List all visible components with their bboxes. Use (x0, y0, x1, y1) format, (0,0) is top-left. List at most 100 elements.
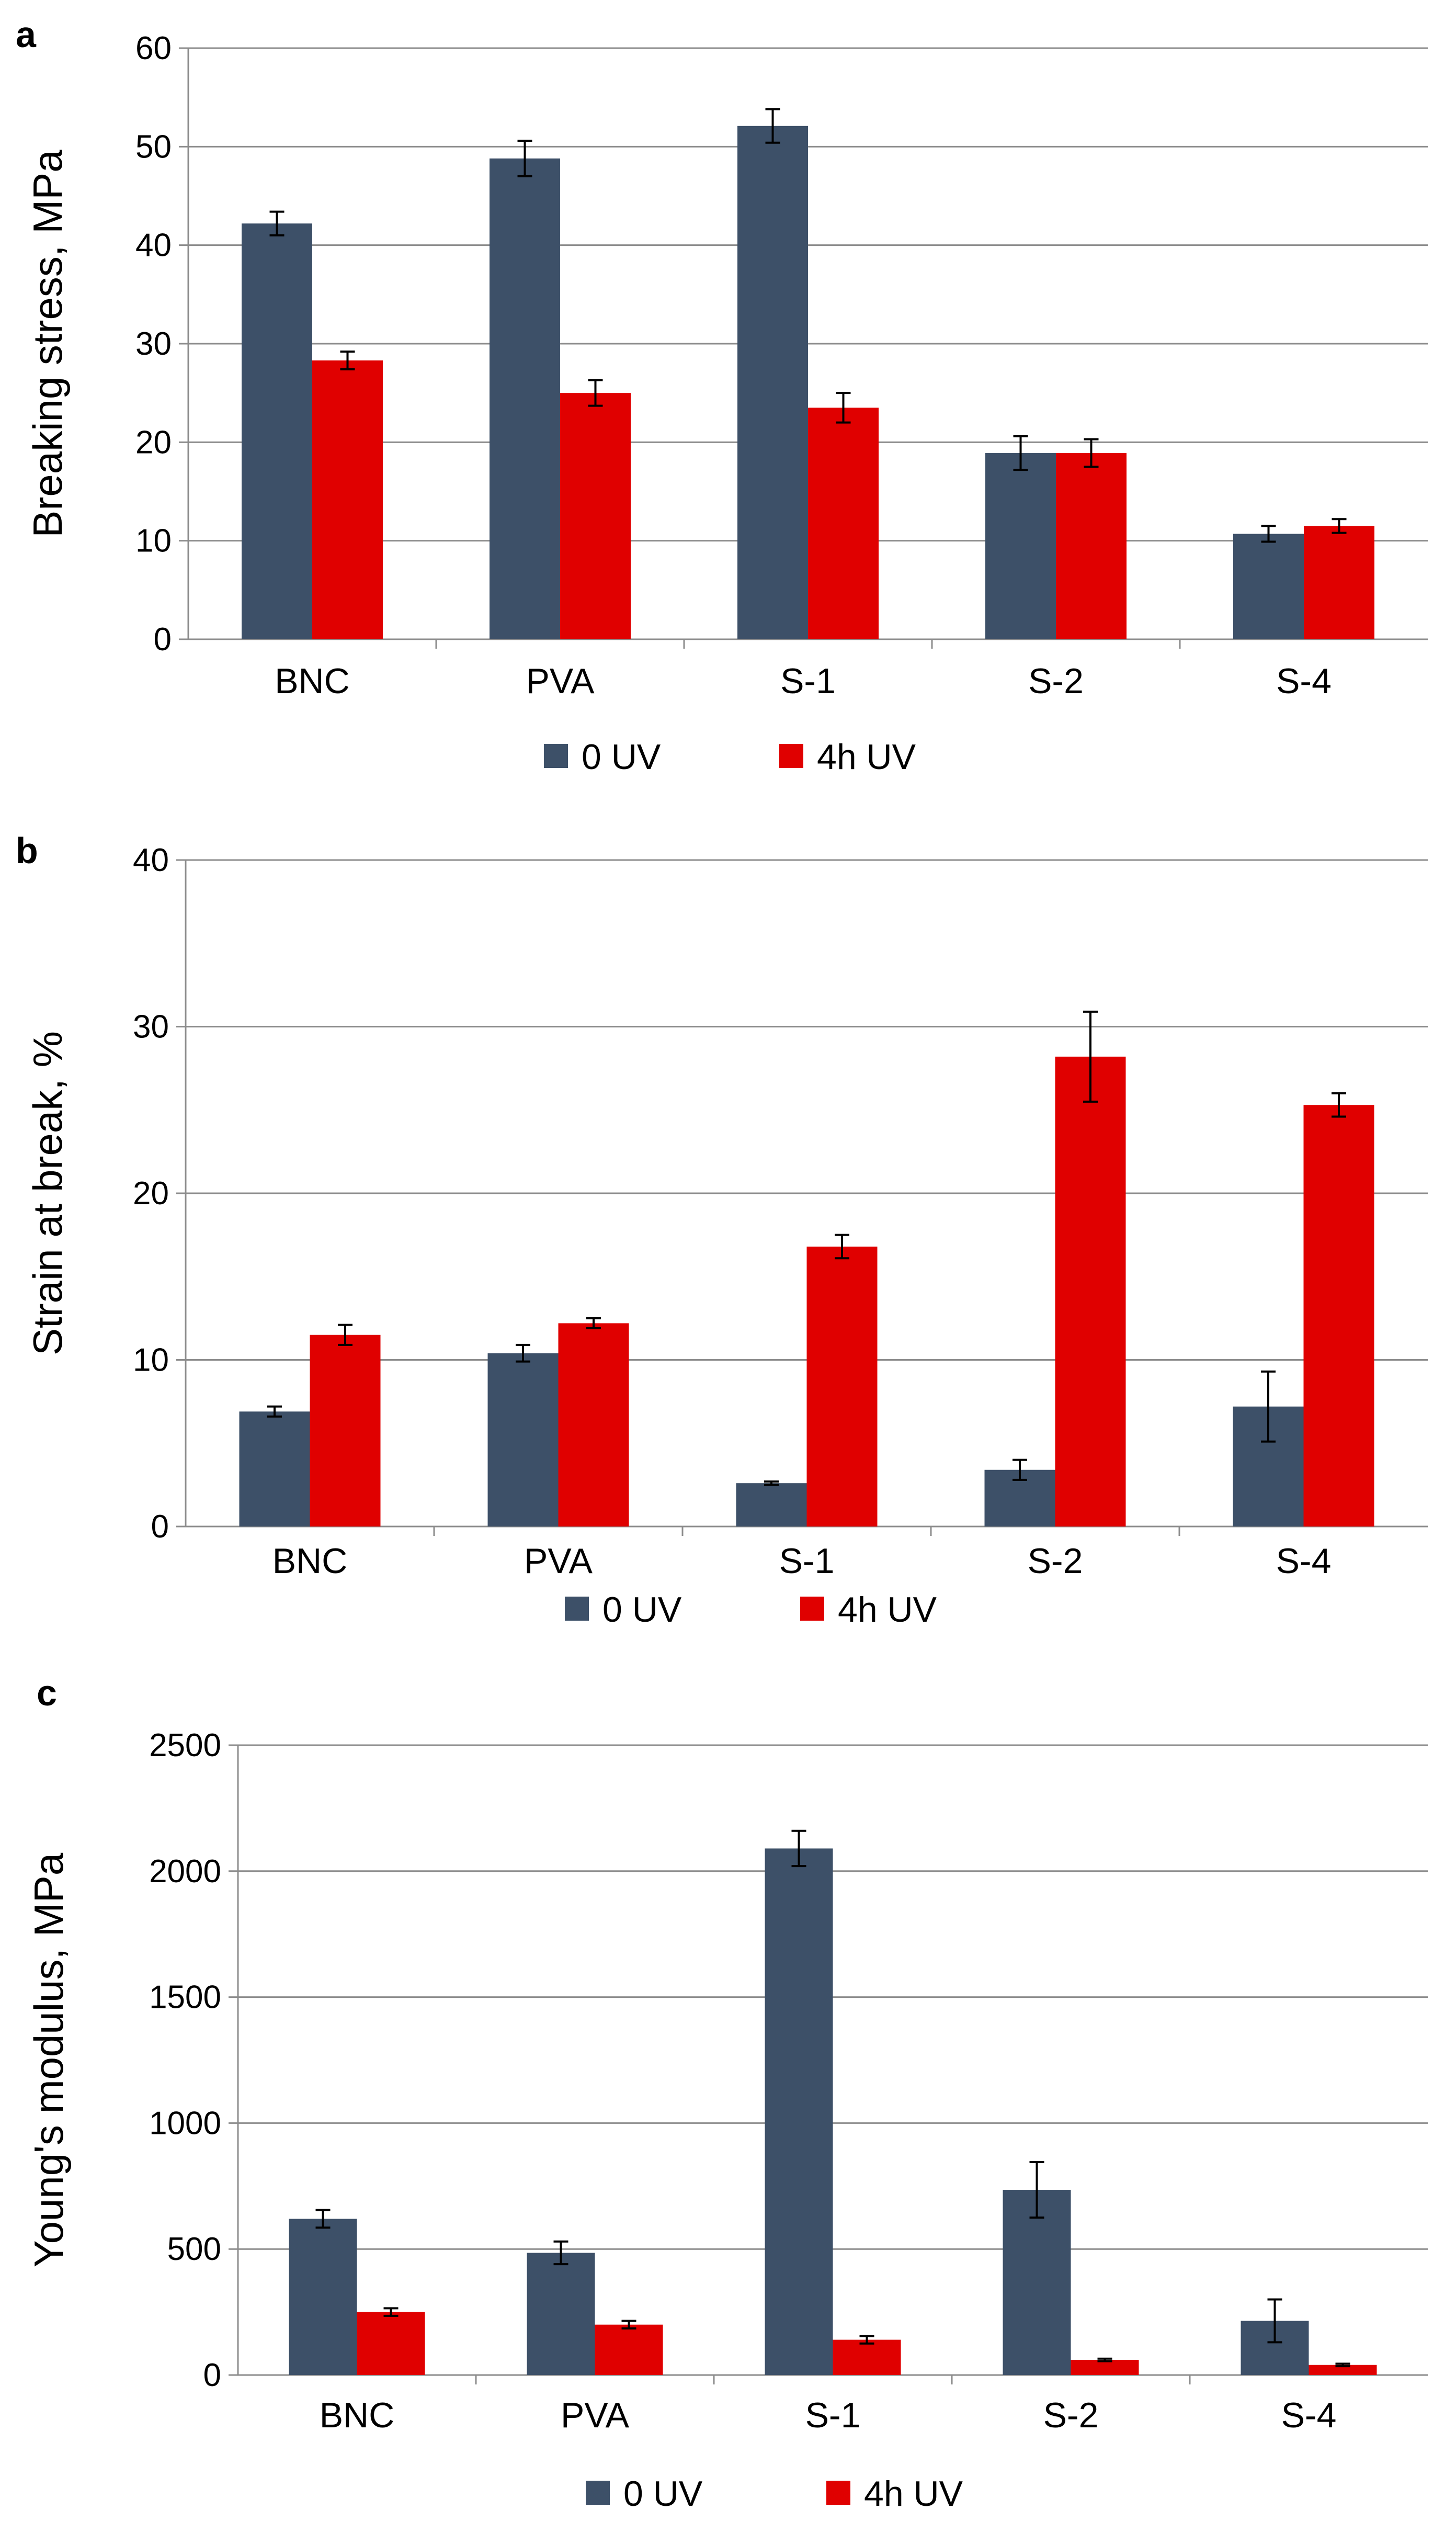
legend-swatch (565, 1597, 589, 1621)
y-tick-label: 60 (135, 30, 172, 66)
y-tick-label: 10 (133, 1342, 169, 1378)
error-bar (1029, 2161, 1044, 2219)
error-bar (1083, 1010, 1098, 1103)
bar-uv0-bnc (289, 2219, 357, 2375)
chart-panel-a: a 0 10 20 30 40 50 60 Breaking stress, MPa BNC PVA… (0, 0, 1456, 816)
error-bar (383, 2307, 399, 2317)
legend-label: 0 UV (582, 737, 661, 777)
x-category-label: S-4 (1276, 661, 1332, 701)
y-tick-label: 20 (135, 424, 172, 460)
y-tick-label: 40 (133, 842, 169, 878)
error-bar (621, 2320, 636, 2330)
bar-uv0-s-1 (765, 1848, 833, 2375)
x-category-label: PVA (561, 2395, 630, 2435)
legend-item-uv4: 4h UV (800, 1590, 937, 1630)
legend-item-uv0: 0 UV (544, 737, 661, 777)
bar-uv4-pva (560, 393, 631, 639)
legend-item-uv4: 4h UV (826, 2474, 963, 2514)
panel-label: a (16, 14, 37, 55)
legend-swatch (779, 744, 803, 768)
legend-item-uv4: 4h UV (779, 737, 916, 777)
chart-panel-b: b 0 10 20 30 40 Strain at break, % BNC PVA S-1 S-2… (0, 816, 1456, 1658)
bar-uv4-pva (595, 2324, 663, 2375)
error-bar (586, 1317, 601, 1329)
legend-label: 4h UV (817, 737, 916, 777)
error-bar (1267, 2298, 1282, 2344)
x-category-label: BNC (272, 1541, 348, 1581)
error-bar (1335, 2362, 1350, 2368)
bar-uv0-s-4 (1233, 534, 1304, 639)
x-category-label: S-1 (805, 2395, 861, 2435)
breaking-stress-chart: a 0 10 20 30 40 50 60 Breaking stress, MPa BNC PVA… (16, 14, 1428, 777)
y-tick-label: 2000 (149, 1853, 221, 1890)
error-bar (1332, 518, 1347, 534)
error-bar (1261, 1370, 1276, 1443)
x-category-label: PVA (524, 1541, 593, 1581)
y-tick-label: 1500 (149, 1980, 221, 2016)
bar-uv0-s-2 (1003, 2190, 1071, 2375)
strain-at-break-chart: b 0 10 20 30 40 Strain at break, % BNC PVA S-1 S-2… (16, 830, 1428, 1630)
error-bar (1097, 2357, 1112, 2362)
y-tick-label: 20 (133, 1175, 169, 1212)
panel-label: b (16, 830, 38, 871)
bar-uv4-s-4 (1304, 526, 1374, 639)
bar-uv0-s-2 (985, 453, 1056, 639)
x-category-label: S-1 (779, 1541, 835, 1581)
error-bar (269, 210, 285, 236)
error-bar (1332, 1092, 1346, 1118)
error-bar (1013, 1458, 1027, 1481)
bar-uv0-s-1 (736, 1483, 807, 1527)
bar-uv4-s-1 (808, 408, 879, 639)
x-category-label: S-4 (1276, 1541, 1332, 1581)
legend-label: 0 UV (623, 2474, 703, 2514)
y-axis-title: Breaking stress, MPa (25, 150, 71, 538)
bar-uv4-s-2 (1055, 1056, 1126, 1527)
legend-swatch (544, 744, 568, 768)
bar-uv4-s-4 (1309, 2365, 1377, 2375)
error-bar (315, 2209, 331, 2229)
legend-swatch (586, 2481, 610, 2505)
youngs-modulus-chart: c 0 500 1000 1500 2000 2500 Young's modulus, MP… (26, 1672, 1428, 2514)
y-tick-label: 0 (151, 1509, 169, 1545)
error-bar (1013, 435, 1028, 471)
legend-item-uv0: 0 UV (586, 2474, 703, 2514)
error-bar (764, 1480, 779, 1486)
bar-uv4-bnc (357, 2312, 425, 2375)
bar-uv4-s-4 (1303, 1105, 1374, 1527)
legend-label: 4h UV (864, 2474, 963, 2514)
y-axis-title: Young's modulus, MPa (26, 1852, 72, 2267)
y-tick-label: 500 (167, 2231, 221, 2267)
error-bar (338, 1324, 352, 1346)
bar-uv4-s-1 (806, 1246, 878, 1527)
error-bar (765, 108, 780, 144)
error-bar (1261, 525, 1276, 543)
bar-uv0-pva (527, 2253, 595, 2375)
y-tick-label: 50 (135, 129, 172, 165)
bar-uv0-pva (487, 1353, 559, 1527)
bar-uv4-s-1 (833, 2339, 901, 2375)
bar-uv4-s-2 (1071, 2360, 1139, 2375)
bar-uv4-bnc (310, 1335, 381, 1527)
bar-uv4-pva (558, 1323, 629, 1527)
legend-swatch (826, 2481, 850, 2505)
y-tick-label: 40 (135, 228, 172, 264)
y-tick-label: 10 (135, 523, 172, 559)
y-tick-label: 0 (154, 621, 172, 658)
bar-uv0-bnc (242, 223, 312, 639)
x-category-label: S-2 (1028, 661, 1084, 701)
legend-item-uv0: 0 UV (565, 1590, 682, 1630)
y-axis-title: Strain at break, % (25, 1031, 71, 1355)
error-bar (859, 2335, 874, 2345)
error-bar (340, 350, 355, 370)
y-tick-label: 30 (133, 1009, 169, 1045)
error-bar (836, 392, 851, 424)
legend-swatch (800, 1597, 824, 1621)
x-category-label: S-2 (1043, 2395, 1099, 2435)
error-bar (835, 1234, 849, 1260)
panel-label: c (37, 1672, 57, 1713)
x-category-label: S-2 (1028, 1541, 1083, 1581)
error-bar (267, 1405, 282, 1418)
error-bar (553, 2240, 568, 2266)
x-category-label: BNC (275, 661, 350, 701)
y-tick-label: 30 (135, 326, 172, 362)
